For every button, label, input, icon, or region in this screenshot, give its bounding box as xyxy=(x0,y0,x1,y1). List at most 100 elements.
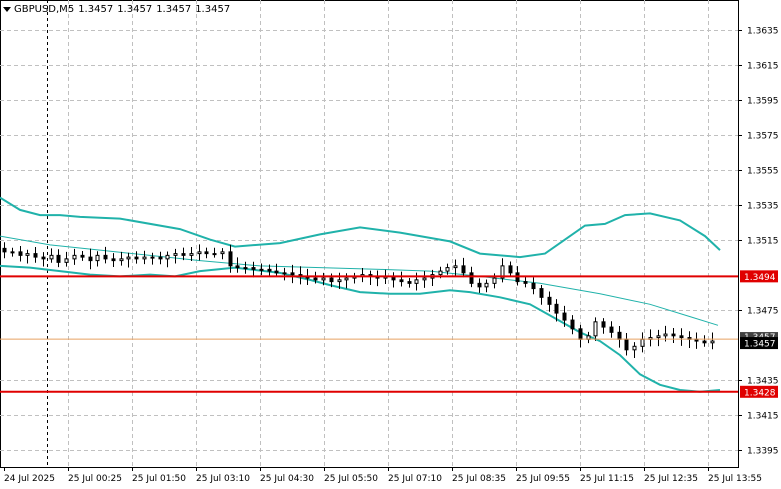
y-tick-label: 1.3535 xyxy=(747,202,779,212)
candle-body xyxy=(212,253,217,256)
candle-body xyxy=(407,281,412,284)
x-tick-label: 25 Jul 07:10 xyxy=(388,474,442,484)
level-price-tag xyxy=(740,270,778,283)
candle-body xyxy=(56,254,61,263)
candle-body xyxy=(523,281,528,284)
candle-body xyxy=(578,328,583,340)
candle-body xyxy=(41,256,46,260)
x-tick-label: 25 Jul 11:15 xyxy=(580,474,634,484)
x-tick-label: 25 Jul 12:35 xyxy=(644,474,698,484)
candle-body xyxy=(554,303,559,314)
candle-body xyxy=(702,340,707,344)
level-price-label: 1.3428 xyxy=(744,388,776,398)
y-tick-label: 1.3395 xyxy=(747,447,779,457)
candle-body xyxy=(25,253,30,256)
candle-body xyxy=(204,251,209,255)
candle-body xyxy=(267,268,272,272)
candle-body xyxy=(547,296,552,305)
plot-frame xyxy=(0,0,739,468)
level-price-label: 1.3494 xyxy=(744,273,776,283)
candle-body xyxy=(119,258,124,262)
candle-body xyxy=(33,253,38,258)
candle-body xyxy=(500,265,505,279)
candle-body xyxy=(126,256,131,260)
candle-body xyxy=(477,282,482,288)
y-tick-label: 1.3435 xyxy=(747,377,779,387)
candle-body xyxy=(95,254,100,262)
y-tick-label: 1.3635 xyxy=(747,27,779,37)
y-tick-label: 1.3595 xyxy=(747,97,779,107)
candle-body xyxy=(321,277,326,281)
candle-body xyxy=(235,265,240,269)
candle-body xyxy=(453,265,458,269)
candle-body xyxy=(492,277,497,284)
candle-body xyxy=(422,277,427,281)
candle-body xyxy=(64,258,69,263)
x-tick-label: 25 Jul 00:25 xyxy=(68,474,122,484)
y-tick-label: 1.3515 xyxy=(747,237,779,247)
candle-body xyxy=(469,272,474,284)
dropdown-triangle-icon[interactable] xyxy=(3,6,11,12)
x-tick-label: 25 Jul 03:10 xyxy=(196,474,250,484)
candle-body xyxy=(165,254,170,260)
candle-body xyxy=(484,282,489,288)
candle-body xyxy=(508,265,513,274)
candle-body xyxy=(274,270,279,274)
candle-body xyxy=(18,251,23,256)
candle-body xyxy=(593,321,598,337)
candle-body xyxy=(103,254,108,260)
candle-body xyxy=(220,251,225,255)
candle-body xyxy=(617,331,622,340)
current-price-label: 1.3457 xyxy=(744,340,776,350)
x-tick-label: 25 Jul 09:55 xyxy=(516,474,570,484)
ohlc-low: 1.3457 xyxy=(156,4,192,15)
candle-body xyxy=(80,254,85,258)
candle-body xyxy=(329,277,334,283)
y-tick-label: 1.3555 xyxy=(747,167,779,177)
candle-body xyxy=(570,319,575,330)
y-tick-label: 1.3575 xyxy=(747,132,779,142)
candle-body xyxy=(624,338,629,351)
current-price-tag xyxy=(740,337,778,350)
candle-body xyxy=(150,256,155,259)
candle-body xyxy=(72,254,77,260)
x-tick-label: 25 Jul 13:55 xyxy=(708,474,762,484)
bollinger-upper-band xyxy=(0,196,721,259)
candle-body xyxy=(197,251,202,255)
moving-average-line xyxy=(0,235,719,326)
candle-body xyxy=(290,272,295,276)
candle-body xyxy=(251,267,256,270)
candle-body xyxy=(461,265,466,274)
candle-body xyxy=(671,333,676,337)
candle-body xyxy=(438,270,443,276)
candle-body xyxy=(158,256,163,260)
candle-body xyxy=(640,338,645,347)
candle-body xyxy=(337,279,342,283)
candle-body xyxy=(49,254,54,260)
ohlc-open: 1.3457 xyxy=(78,4,114,15)
candle-body xyxy=(679,335,684,339)
candle-body xyxy=(10,251,15,254)
symbol-timeframe: GBPUSD,M5 xyxy=(14,4,75,15)
x-tick-label: 25 Jul 05:50 xyxy=(324,474,378,484)
level-price-tag xyxy=(740,385,778,398)
candle-body xyxy=(134,256,139,260)
candle-body xyxy=(531,282,536,290)
candle-body xyxy=(344,277,349,281)
candle-body xyxy=(632,345,637,351)
candle-body xyxy=(313,277,318,281)
candle-body xyxy=(189,253,194,256)
candle-body xyxy=(562,312,567,321)
candle-body xyxy=(414,279,419,284)
candle-body xyxy=(539,288,544,298)
y-tick-label: 1.3615 xyxy=(747,62,779,72)
candle-body xyxy=(111,258,116,262)
x-tick-label: 24 Jul 2025 xyxy=(4,474,55,484)
candle-body xyxy=(259,268,264,271)
candle-body xyxy=(243,267,248,270)
candle-body xyxy=(656,335,661,339)
candle-body xyxy=(173,253,178,256)
candle-body xyxy=(663,333,668,337)
y-tick-label: 1.3415 xyxy=(747,412,779,422)
